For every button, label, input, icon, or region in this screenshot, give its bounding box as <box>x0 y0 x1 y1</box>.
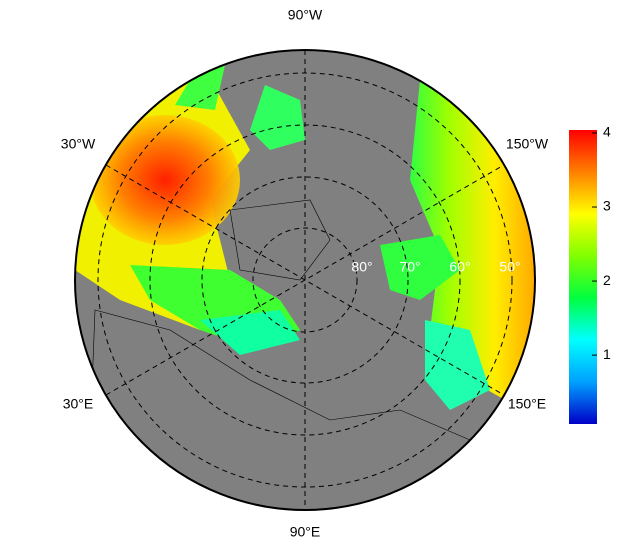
longitude-label: 90°E <box>290 524 321 540</box>
longitude-label: 150°W <box>506 136 549 152</box>
latitude-label: 60° <box>449 259 470 275</box>
colorbar-tick-label: 1 <box>603 346 611 362</box>
longitude-label: 30°W <box>61 136 96 152</box>
longitude-label: 150°E <box>508 396 546 412</box>
colorbar-tick-label: 4 <box>603 124 611 140</box>
colorbar-tick-label: 2 <box>603 272 611 288</box>
longitude-label: 90°W <box>288 7 323 23</box>
latitude-label: 70° <box>399 259 420 275</box>
map-border <box>74 49 536 511</box>
colorbar-tick-label: 3 <box>603 198 611 214</box>
latitude-label: 80° <box>351 259 372 275</box>
latitude-label: 50° <box>499 259 520 275</box>
colorbar <box>569 130 597 424</box>
longitude-label: 30°E <box>63 396 94 412</box>
